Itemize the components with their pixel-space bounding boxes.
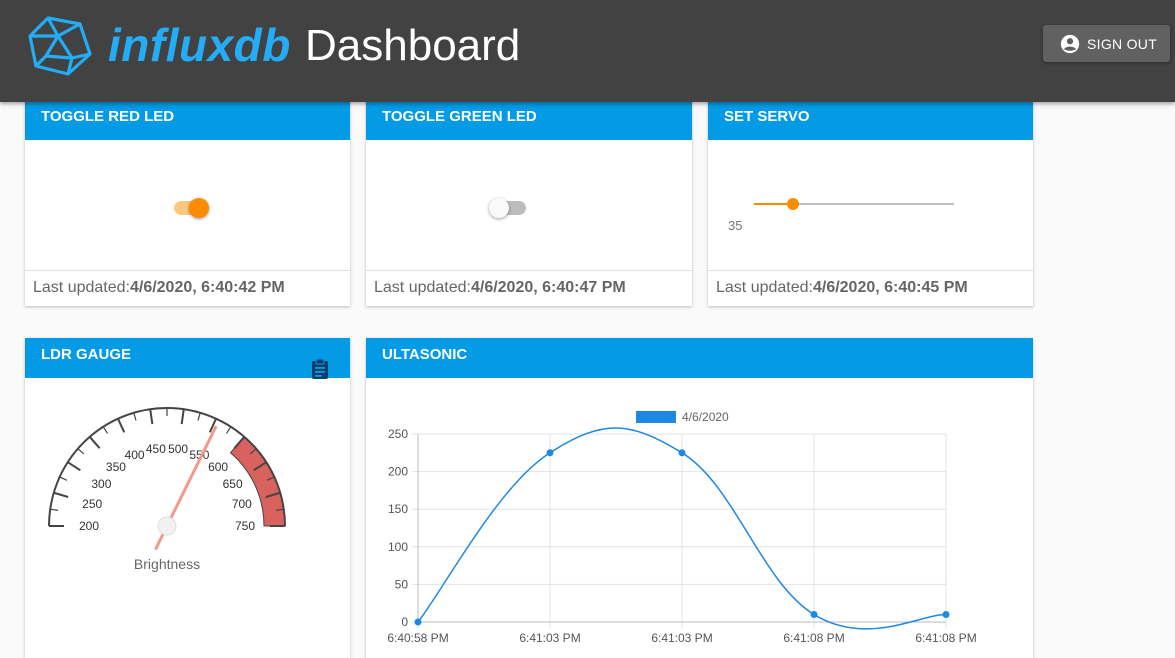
- last-updated-label: Last updated:: [33, 279, 130, 296]
- gauge-tick: [117, 418, 126, 433]
- y-tick-label: 150: [388, 502, 408, 516]
- gauge-tick: [149, 409, 154, 425]
- gauge-tick: [249, 448, 257, 455]
- ultrasonic-card: ULTASONIC 4/6/2020 0 50 100 150 200 250 6:40:58…: [366, 338, 1033, 658]
- x-tick-label: 6:41:08 PM: [915, 631, 976, 645]
- slider-fill: [754, 203, 793, 205]
- set-servo-card: SET SERVO 35 Last updated:4/6/2020, 6:40…: [708, 100, 1033, 306]
- legend-swatch: [636, 411, 676, 423]
- gauge-tick-label: 300: [91, 477, 111, 491]
- x-tick-label: 6:41:03 PM: [519, 631, 580, 645]
- y-tick-label: 100: [388, 540, 408, 554]
- card-header: SET SERVO: [708, 100, 1033, 140]
- data-point: [546, 449, 554, 457]
- gauge-tick-label: 600: [208, 460, 228, 474]
- gauge-tick: [88, 436, 101, 449]
- data-point: [414, 618, 422, 626]
- servo-slider[interactable]: [754, 194, 954, 214]
- x-tick-label: 6:40:58 PM: [387, 631, 448, 645]
- gauge-tick: [102, 426, 109, 434]
- gauge-tick: [180, 409, 185, 425]
- legend-label: 4/6/2020: [682, 410, 729, 424]
- card-header: LDR GAUGE: [25, 338, 350, 380]
- gauge-tick-label: 250: [82, 497, 102, 511]
- data-point: [942, 610, 950, 618]
- gauge-tick: [253, 461, 267, 472]
- gauge-tick: [53, 491, 69, 498]
- gauge-hub: [157, 516, 177, 536]
- influxdb-logo-icon: [28, 16, 92, 76]
- card-footer: Last updated:4/6/2020, 6:40:47 PM: [366, 270, 692, 306]
- gauge-tick: [225, 426, 232, 434]
- gauge-tick-label: 350: [106, 460, 126, 474]
- card-header: TOGGLE RED LED: [25, 100, 350, 140]
- green-led-switch[interactable]: [489, 196, 529, 220]
- y-tick-label: 200: [388, 465, 408, 479]
- last-updated-time: 4/6/2020, 6:40:47 PM: [470, 279, 626, 296]
- card-footer: Last updated:4/6/2020, 6:40:42 PM: [25, 270, 350, 306]
- gauge-tick: [266, 476, 275, 481]
- ultrasonic-chart: 4/6/2020 0 50 100 150 200 250 6:40:58 PM 6:41:03…: [387, 410, 976, 645]
- gauge-tick: [133, 412, 137, 421]
- toggle-red-led-card: TOGGLE RED LED Last updated:4/6/2020, 6:…: [25, 100, 350, 306]
- last-updated-time: 4/6/2020, 6:40:45 PM: [812, 279, 968, 296]
- gauge-label: Brightness: [134, 556, 200, 572]
- servo-value: 35: [728, 218, 743, 233]
- card-title: LDR GAUGE: [41, 346, 131, 363]
- page-title: Dashboard: [305, 21, 521, 70]
- gauge-tick-label: 400: [125, 448, 145, 462]
- slider-thumb[interactable]: [786, 198, 799, 210]
- gauge-tick-label: 200: [79, 519, 99, 533]
- red-led-switch[interactable]: [171, 196, 211, 220]
- gauge-tick: [197, 412, 201, 421]
- app-bar: influxdb Dashboard SIGN OUT: [0, 0, 1175, 102]
- gauge-tick: [59, 476, 68, 481]
- card-footer: Last updated:4/6/2020, 6:40:45 PM: [708, 270, 1033, 306]
- y-tick-label: 50: [395, 577, 409, 591]
- gauge-tick: [275, 508, 284, 511]
- y-tick-label: 250: [388, 427, 408, 441]
- data-point: [810, 610, 818, 618]
- last-updated-label: Last updated:: [374, 279, 471, 296]
- clipboard-icon[interactable]: [310, 358, 330, 380]
- gauge-tick: [67, 461, 81, 472]
- card-header: TOGGLE GREEN LED: [366, 100, 692, 140]
- gauge-tick: [233, 436, 246, 449]
- sign-out-button[interactable]: SIGN OUT: [1043, 25, 1170, 62]
- ldr-gauge-card: LDR GAUGE 200 250 300 350 400 450 500 550 600 650…: [25, 338, 350, 658]
- gauge-tick-label: 500: [168, 442, 188, 456]
- gauge-tick-label: 450: [146, 442, 166, 456]
- last-updated-label: Last updated:: [716, 279, 813, 296]
- slider-rail: [754, 203, 954, 205]
- gauge-tick-label: 750: [235, 519, 255, 533]
- last-updated-time: 4/6/2020, 6:40:42 PM: [129, 279, 285, 296]
- card-header: ULTASONIC: [366, 338, 1033, 378]
- x-tick-label: 6:41:08 PM: [783, 631, 844, 645]
- switch-thumb: [489, 198, 509, 218]
- sign-out-label: SIGN OUT: [1087, 35, 1158, 52]
- y-tick-label: 0: [401, 615, 408, 629]
- gauge-tick-label: 650: [223, 477, 243, 491]
- account-circle-icon: [1060, 34, 1080, 53]
- gauge-tick: [77, 448, 85, 455]
- x-tick-label: 6:41:03 PM: [651, 631, 712, 645]
- gauge-tick: [208, 418, 217, 433]
- gauge-tick: [50, 508, 59, 511]
- switch-thumb: [189, 198, 209, 218]
- toggle-green-led-card: TOGGLE GREEN LED Last updated:4/6/2020, …: [366, 100, 692, 306]
- gauge-tick-label: 700: [232, 497, 252, 511]
- gauge-tick: [265, 491, 281, 498]
- brand-name: influxdb: [108, 19, 291, 71]
- data-point: [678, 449, 686, 457]
